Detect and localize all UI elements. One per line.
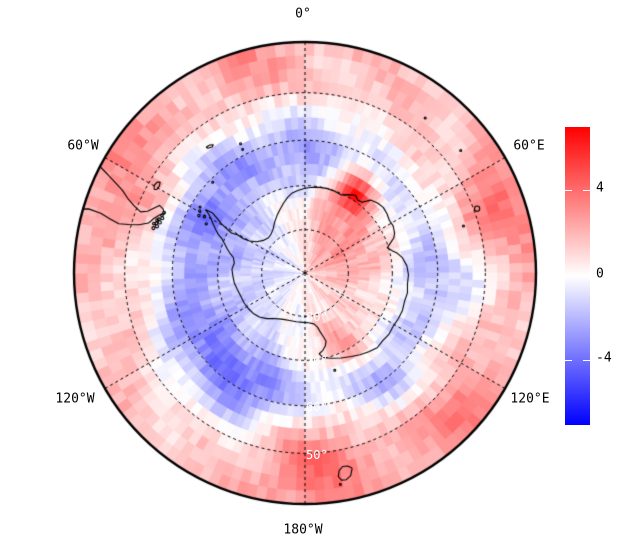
latitude-label-50s: 50°: [306, 448, 328, 462]
meridian-label-60w: 60°W: [67, 138, 99, 154]
colorbar-label-0: 0: [596, 266, 604, 282]
latitude-label-70s: 70°: [306, 354, 328, 368]
meridian-label-0: 0°: [295, 6, 311, 22]
meridian-label-180w: 180°W: [283, 522, 323, 538]
colorbar-label-neg4: -4: [596, 350, 612, 366]
colorbar-tick-0-right: [583, 275, 590, 276]
latitude-label-80s: 80°: [306, 310, 328, 324]
meridian-label-120e: 120°E: [510, 391, 550, 407]
meridian-label-60e: 60°E: [513, 138, 545, 154]
meridian-label-120w: 120°W: [55, 391, 95, 407]
colorbar-label-4: 4: [596, 180, 604, 196]
colorbar: [565, 127, 590, 425]
colorbar-tick-4-right: [583, 190, 590, 191]
colorbar-tick-0-left: [565, 275, 572, 276]
colorbar-tick-neg4-right: [583, 360, 590, 361]
latitude-label-60s: 60°: [306, 400, 328, 414]
colorbar-tick-4-left: [565, 190, 572, 191]
colorbar-tick-neg4-left: [565, 360, 572, 361]
